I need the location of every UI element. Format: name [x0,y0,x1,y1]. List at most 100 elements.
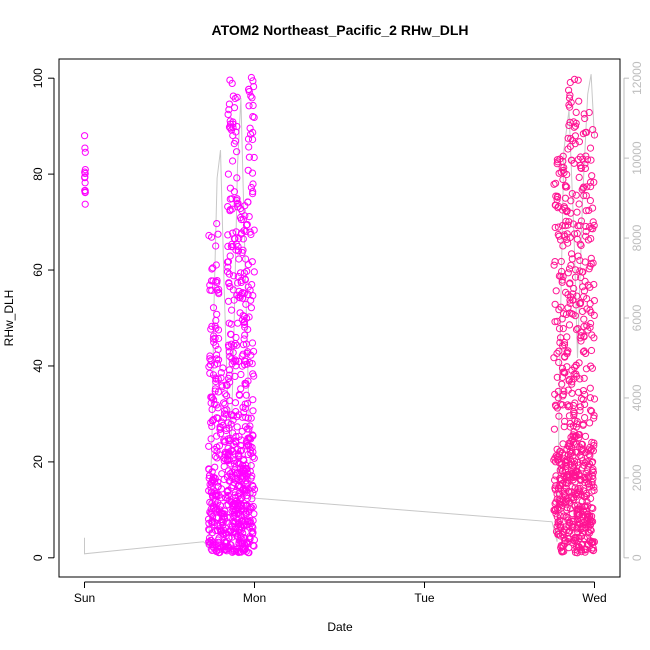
data-point [581,160,589,168]
data-point [224,263,232,271]
data-point [235,234,243,242]
data-point [206,355,214,363]
data-point [565,86,573,94]
y-tick-label: 0 [31,554,45,561]
y2-tick-label: 10000 [630,141,644,175]
data-point [578,513,586,521]
data-point [560,368,568,377]
data-point [587,406,595,414]
data-point [561,353,569,361]
data-point [572,536,580,544]
data-point [570,457,579,465]
data-point [247,92,255,100]
data-point [215,356,223,364]
data-point [586,178,595,186]
y2-tick-label: 12000 [630,61,644,95]
data-point [552,179,560,187]
data-point [559,479,567,487]
data-point [589,475,597,483]
data-point [580,315,588,323]
data-point [568,510,576,518]
data-point [585,523,593,531]
data-point [235,357,243,366]
data-point [208,517,216,525]
data-point [214,414,222,422]
data-point [205,442,213,450]
data-point [224,341,233,349]
data-point [570,428,578,436]
data-point [212,242,220,250]
data-point [588,512,596,520]
data-point [209,277,217,285]
data-point [568,380,576,388]
data-point [239,485,247,493]
data-point [250,347,258,355]
data-point [583,533,592,541]
data-point [225,366,233,374]
data-point [577,164,585,172]
data-point [590,414,598,422]
data-point [575,200,583,208]
data-point [588,331,596,339]
data-point [570,118,578,126]
data-point [554,223,563,231]
data-point [249,396,257,404]
data-point [564,401,572,409]
data-point [244,442,253,450]
data-point [246,533,254,541]
data-point [586,262,594,270]
data-point [573,235,581,243]
data-point [244,290,252,298]
data-point [590,280,598,289]
data-point [225,437,233,445]
data-point [566,296,574,304]
data-point [568,366,576,374]
data-point [224,486,232,494]
data-point [229,416,237,424]
y-tick-label: 60 [31,263,45,277]
data-point [215,548,223,557]
data-point [224,258,232,266]
data-point [558,466,567,475]
data-point [586,300,594,308]
data-point [226,184,234,192]
data-point [575,173,583,181]
data-point [565,101,573,109]
data-point [229,528,237,537]
data-point [81,173,89,181]
data-point [589,465,597,473]
data-point [238,316,246,324]
data-point [564,134,572,142]
data-point [245,153,253,161]
data-point [224,374,232,382]
data-point [218,470,226,478]
data-point [584,326,592,334]
data-point [224,491,232,500]
data-point [562,497,571,505]
data-point [585,473,593,481]
data-point [230,272,238,280]
data-point [232,432,240,441]
data-point [212,261,220,269]
data-point [578,454,586,462]
data-point [226,207,234,215]
data-point [208,510,216,518]
data-point [234,199,242,207]
data-point [571,122,580,130]
data-point [247,130,255,138]
data-point [208,488,216,496]
data-point [587,156,595,164]
data-point [225,534,233,542]
x-tick-label: Tue [414,591,435,605]
data-point [229,118,237,126]
data-point [226,195,234,203]
data-point [247,296,255,304]
data-point [217,374,225,382]
data-point [564,514,572,522]
data-point [211,452,219,460]
data-point [554,204,562,212]
secondary-series-path [84,74,595,555]
data-point [237,495,245,503]
data-point [550,180,558,188]
